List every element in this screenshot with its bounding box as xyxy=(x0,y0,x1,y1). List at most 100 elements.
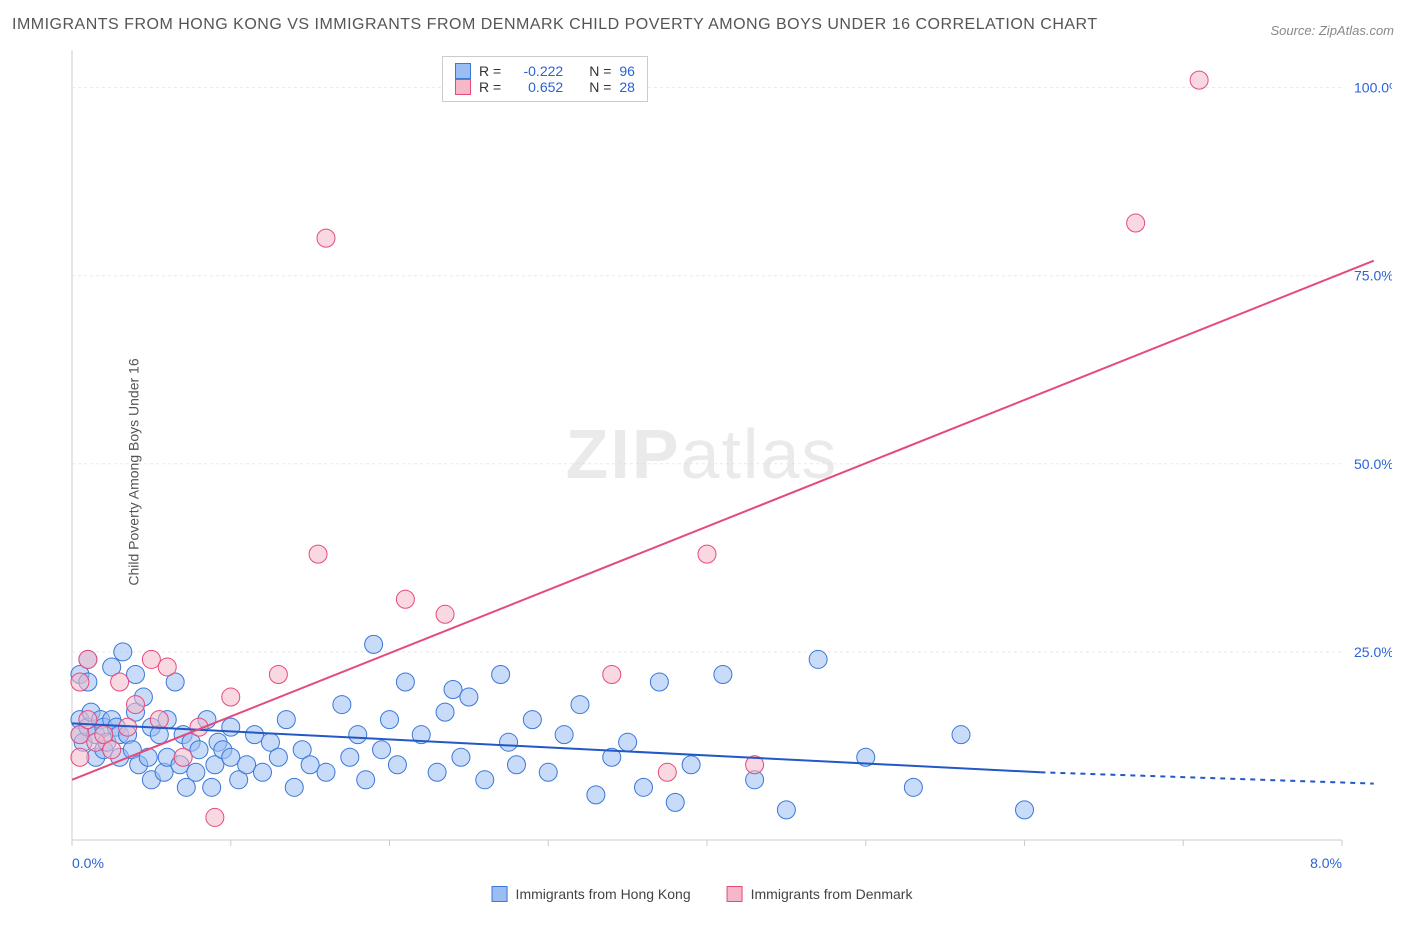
n-label: N = xyxy=(589,79,611,95)
trend-line-extension xyxy=(1040,772,1373,783)
data-point xyxy=(309,545,327,563)
data-point xyxy=(127,695,145,713)
data-point xyxy=(222,688,240,706)
y-axis-label: Child Poverty Among Boys Under 16 xyxy=(126,358,142,585)
data-point xyxy=(174,748,192,766)
data-point xyxy=(150,710,168,728)
data-point xyxy=(682,755,700,773)
legend-swatch xyxy=(455,79,471,95)
legend-item: Immigrants from Hong Kong xyxy=(492,886,691,902)
stats-legend: R = -0.222 N = 96 R = 0.652 N = 28 xyxy=(442,56,648,102)
legend-label: Immigrants from Denmark xyxy=(751,886,913,902)
data-point xyxy=(952,725,970,743)
data-point xyxy=(158,658,176,676)
data-point xyxy=(254,763,272,781)
data-point xyxy=(452,748,470,766)
legend-swatch xyxy=(492,886,508,902)
data-point xyxy=(103,740,121,758)
data-point xyxy=(444,680,462,698)
data-point xyxy=(1127,214,1145,232)
data-point xyxy=(238,755,256,773)
r-value: -0.222 xyxy=(509,63,563,79)
data-point xyxy=(127,665,145,683)
data-point xyxy=(587,785,605,803)
data-point xyxy=(500,733,518,751)
x-tick-label: 0.0% xyxy=(72,855,104,871)
data-point xyxy=(508,755,526,773)
data-point xyxy=(603,665,621,683)
data-point xyxy=(285,778,303,796)
r-label: R = xyxy=(479,79,501,95)
legend-swatch xyxy=(455,63,471,79)
series-legend: Immigrants from Hong Kong Immigrants from… xyxy=(492,886,913,902)
y-tick-label: 100.0% xyxy=(1354,79,1392,95)
n-value: 96 xyxy=(619,63,635,79)
data-point xyxy=(203,778,221,796)
y-tick-label: 75.0% xyxy=(1354,267,1392,283)
stats-legend-row: R = -0.222 N = 96 xyxy=(455,63,635,79)
data-point xyxy=(277,710,295,728)
data-point xyxy=(349,725,367,743)
trend-line xyxy=(72,260,1374,779)
source-label: Source: ZipAtlas.com xyxy=(1270,23,1394,38)
data-point xyxy=(269,748,287,766)
data-point xyxy=(71,673,89,691)
data-point xyxy=(190,740,208,758)
stats-legend-row: R = 0.652 N = 28 xyxy=(455,79,635,95)
data-point xyxy=(317,229,335,247)
r-label: R = xyxy=(479,63,501,79)
data-point xyxy=(357,770,375,788)
y-tick-label: 50.0% xyxy=(1354,455,1392,471)
data-point xyxy=(436,703,454,721)
data-point xyxy=(317,763,335,781)
data-point xyxy=(388,755,406,773)
data-point xyxy=(341,748,359,766)
data-point xyxy=(301,755,319,773)
data-point xyxy=(428,763,446,781)
data-point xyxy=(333,695,351,713)
data-point xyxy=(114,642,132,660)
data-point xyxy=(142,650,160,668)
chart-container: Child Poverty Among Boys Under 16 ZIPatl… xyxy=(12,42,1392,902)
legend-item: Immigrants from Denmark xyxy=(727,886,913,902)
data-point xyxy=(373,740,391,758)
data-point xyxy=(1016,800,1034,818)
data-point xyxy=(492,665,510,683)
data-point xyxy=(71,748,89,766)
data-point xyxy=(246,725,264,743)
r-value: 0.652 xyxy=(509,79,563,95)
legend-label: Immigrants from Hong Kong xyxy=(516,886,691,902)
data-point xyxy=(79,650,97,668)
data-point xyxy=(714,665,732,683)
data-point xyxy=(460,688,478,706)
data-point xyxy=(635,778,653,796)
data-point xyxy=(650,673,668,691)
data-point xyxy=(1190,71,1208,89)
data-point xyxy=(523,710,541,728)
legend-swatch xyxy=(727,886,743,902)
data-point xyxy=(381,710,399,728)
header: IMMIGRANTS FROM HONG KONG VS IMMIGRANTS … xyxy=(12,12,1394,38)
data-point xyxy=(476,770,494,788)
n-label: N = xyxy=(589,63,611,79)
data-point xyxy=(111,673,129,691)
data-point xyxy=(396,590,414,608)
data-point xyxy=(904,778,922,796)
data-point xyxy=(658,763,676,781)
data-point xyxy=(555,725,573,743)
data-point xyxy=(666,793,684,811)
y-tick-label: 25.0% xyxy=(1354,643,1392,659)
data-point xyxy=(269,665,287,683)
chart-title: IMMIGRANTS FROM HONG KONG VS IMMIGRANTS … xyxy=(12,12,1098,38)
data-point xyxy=(619,733,637,751)
data-point xyxy=(436,605,454,623)
data-point xyxy=(222,718,240,736)
data-point xyxy=(365,635,383,653)
data-point xyxy=(222,748,240,766)
data-point xyxy=(79,710,97,728)
data-point xyxy=(396,673,414,691)
n-value: 28 xyxy=(619,79,635,95)
data-point xyxy=(777,800,795,818)
x-tick-label: 8.0% xyxy=(1310,855,1342,871)
data-point xyxy=(809,650,827,668)
